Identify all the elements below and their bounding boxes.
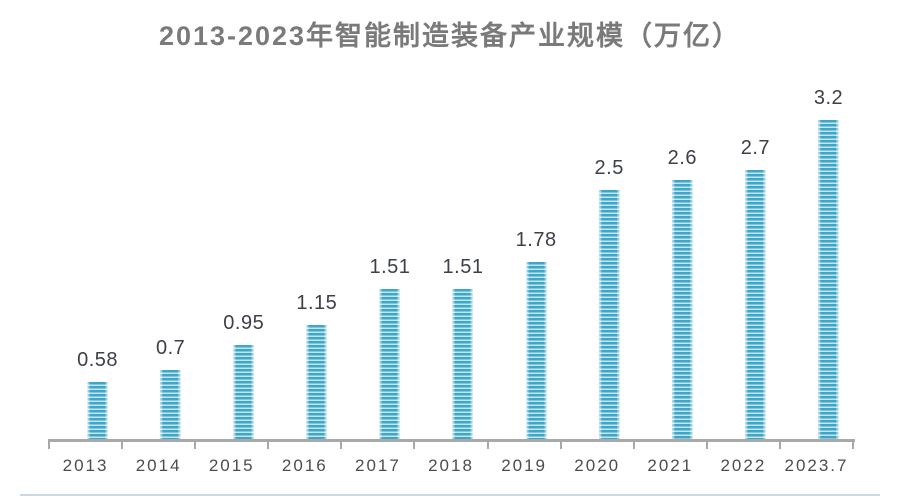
bar-stack: 2.5 xyxy=(595,157,624,440)
x-tick-label: 2013 xyxy=(62,456,109,475)
category-2016: 1.15 2016 xyxy=(268,0,341,475)
category-2021: 2.6 2021 xyxy=(634,0,707,475)
bar-2022 xyxy=(745,170,766,440)
bar-stack: 0.7 xyxy=(156,337,185,440)
category-2018: 1.51 2018 xyxy=(414,0,487,475)
bar-2017 xyxy=(379,289,400,440)
category-2017: 1.51 2017 xyxy=(341,0,414,475)
bar-2016 xyxy=(306,325,327,440)
bar-2014 xyxy=(160,370,181,440)
bar-value-label: 1.78 xyxy=(515,229,557,251)
bar-stack: 1.51 xyxy=(369,256,410,440)
bar-2018 xyxy=(453,289,474,440)
x-tick-label: 2016 xyxy=(281,456,328,475)
bar-stack: 1.15 xyxy=(296,292,337,440)
bar-value-label: 2.6 xyxy=(667,147,697,169)
bars-row: 0.58 2013 0.7 2014 0.95 2015 1.15 2016 1.51 2017 1… xyxy=(49,0,853,475)
x-tick-label: 2021 xyxy=(647,456,694,475)
x-tick-label: 2023.7 xyxy=(784,456,849,475)
category-2013: 0.58 2013 xyxy=(49,0,122,475)
bar-stack: 1.51 xyxy=(443,256,484,440)
bar-value-label: 3.2 xyxy=(813,87,844,109)
x-tick-label: 2019 xyxy=(501,456,548,475)
chart-title: 2013-2023年智能制造装备产业规模（万亿） xyxy=(158,21,742,51)
bar-value-label: 1.51 xyxy=(369,256,411,278)
bar-2019 xyxy=(526,262,547,440)
x-tick-label: 2015 xyxy=(208,456,255,475)
bar-stack: 2.7 xyxy=(741,137,770,440)
x-tick-label: 2020 xyxy=(574,456,621,475)
bar-value-label: 1.51 xyxy=(442,256,484,278)
plot-area: 0.58 2013 0.7 2014 0.95 2015 1.15 2016 1.51 2017 1… xyxy=(48,0,855,475)
bar-stack: 1.78 xyxy=(516,229,557,440)
bar-value-label: 0.7 xyxy=(155,337,186,359)
category-2020: 2.5 2020 xyxy=(561,0,634,475)
bar-stack: 2.6 xyxy=(668,147,697,440)
bar-stack: 3.2 xyxy=(814,87,843,440)
x-tick-label: 2022 xyxy=(720,456,767,475)
bar-2023.7 xyxy=(818,120,839,440)
category-2014: 0.7 2014 xyxy=(122,0,195,475)
category-2022: 2.7 2022 xyxy=(707,0,780,475)
category-2019: 1.78 2019 xyxy=(488,0,561,475)
x-tick-label: 2018 xyxy=(428,456,474,475)
bar-stack: 0.95 xyxy=(223,312,264,440)
x-tick-label: 2014 xyxy=(135,456,182,475)
bar-2020 xyxy=(599,190,620,440)
bar-value-label: 0.58 xyxy=(77,349,119,371)
bar-value-label: 2.5 xyxy=(594,157,624,179)
bar-value-label: 1.15 xyxy=(296,292,338,314)
x-tick-label: 2017 xyxy=(355,456,401,475)
bar-2015 xyxy=(233,345,254,440)
bar-value-label: 0.95 xyxy=(223,312,265,334)
category-2023.7: 3.2 2023.7 xyxy=(780,0,853,475)
bar-value-label: 2.7 xyxy=(740,137,771,159)
x-axis-line xyxy=(48,439,855,442)
category-2015: 0.95 2015 xyxy=(195,0,268,475)
bar-2013 xyxy=(87,382,108,440)
bar-2021 xyxy=(672,180,693,440)
bottom-divider xyxy=(20,494,880,496)
bar-stack: 0.58 xyxy=(77,349,118,440)
